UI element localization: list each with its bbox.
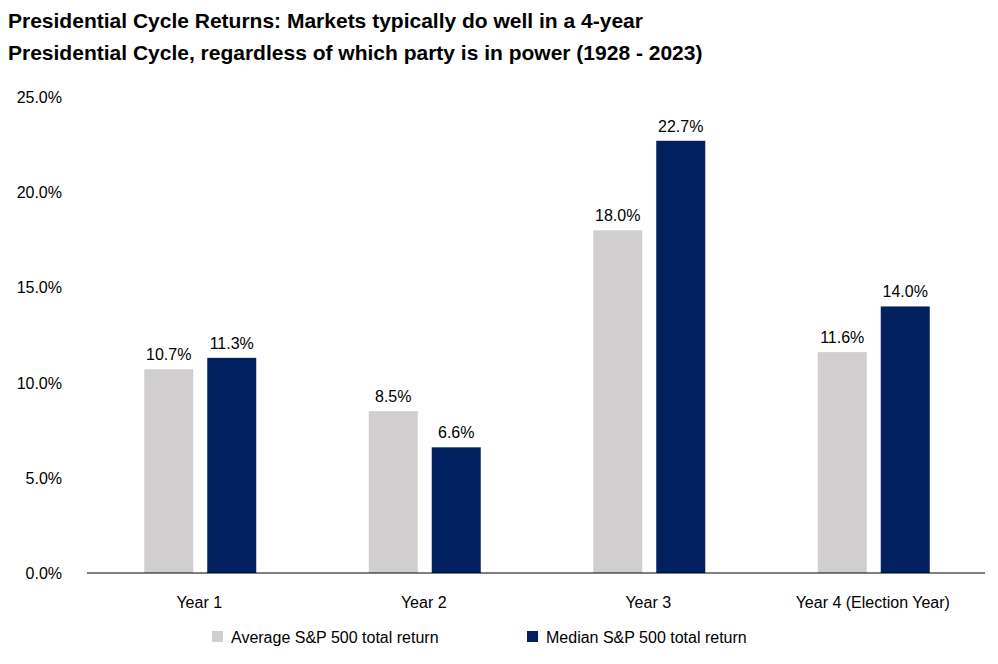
bar bbox=[881, 306, 930, 573]
data-label: 14.0% bbox=[883, 283, 928, 300]
x-tick-label: Year 4 (Election Year) bbox=[796, 594, 950, 611]
data-label: 11.6% bbox=[820, 329, 864, 346]
data-label: 10.7% bbox=[146, 346, 191, 363]
data-label: 22.7% bbox=[658, 118, 703, 135]
data-label: 8.5% bbox=[375, 388, 411, 405]
bar bbox=[656, 141, 705, 573]
chart: Presidential Cycle Returns: Markets typi… bbox=[0, 0, 998, 664]
bar bbox=[207, 358, 256, 573]
bar bbox=[432, 447, 481, 573]
x-axis-line bbox=[87, 573, 985, 574]
title: Presidential Cycle Returns: Markets typi… bbox=[8, 9, 702, 64]
y-tick-label: 0.0% bbox=[26, 565, 62, 582]
bars bbox=[144, 141, 930, 573]
data-labels: 10.7% 8.5% 18.0% 11.6% 11.3% 6.6% 22.7% 14.0% bbox=[146, 118, 928, 442]
y-tick-label: 10.0% bbox=[17, 375, 62, 392]
title-line: Presidential Cycle Returns: Markets typi… bbox=[8, 9, 643, 32]
x-tick-label: Year 2 bbox=[401, 594, 447, 611]
bar bbox=[369, 411, 418, 573]
data-label: 18.0% bbox=[595, 207, 640, 224]
y-tick-label: 20.0% bbox=[17, 184, 62, 201]
y-tick-label: 25.0% bbox=[17, 89, 62, 106]
legend-label: Average S&P 500 total return bbox=[231, 629, 439, 646]
legend-swatch bbox=[527, 631, 538, 642]
legend-swatch bbox=[212, 631, 223, 642]
bar bbox=[593, 230, 642, 573]
bar bbox=[144, 369, 193, 573]
data-label: 11.3% bbox=[210, 335, 254, 352]
y-tick-label: 15.0% bbox=[17, 279, 62, 296]
x-tick-label: Year 1 bbox=[176, 594, 222, 611]
x-tick-label: Year 3 bbox=[625, 594, 671, 611]
legend-label: Median S&P 500 total return bbox=[546, 629, 747, 646]
y-tick-label: 5.0% bbox=[26, 470, 62, 487]
title-line: Presidential Cycle, regardless of which … bbox=[8, 41, 702, 64]
data-label: 6.6% bbox=[438, 424, 474, 441]
bar bbox=[818, 352, 867, 573]
